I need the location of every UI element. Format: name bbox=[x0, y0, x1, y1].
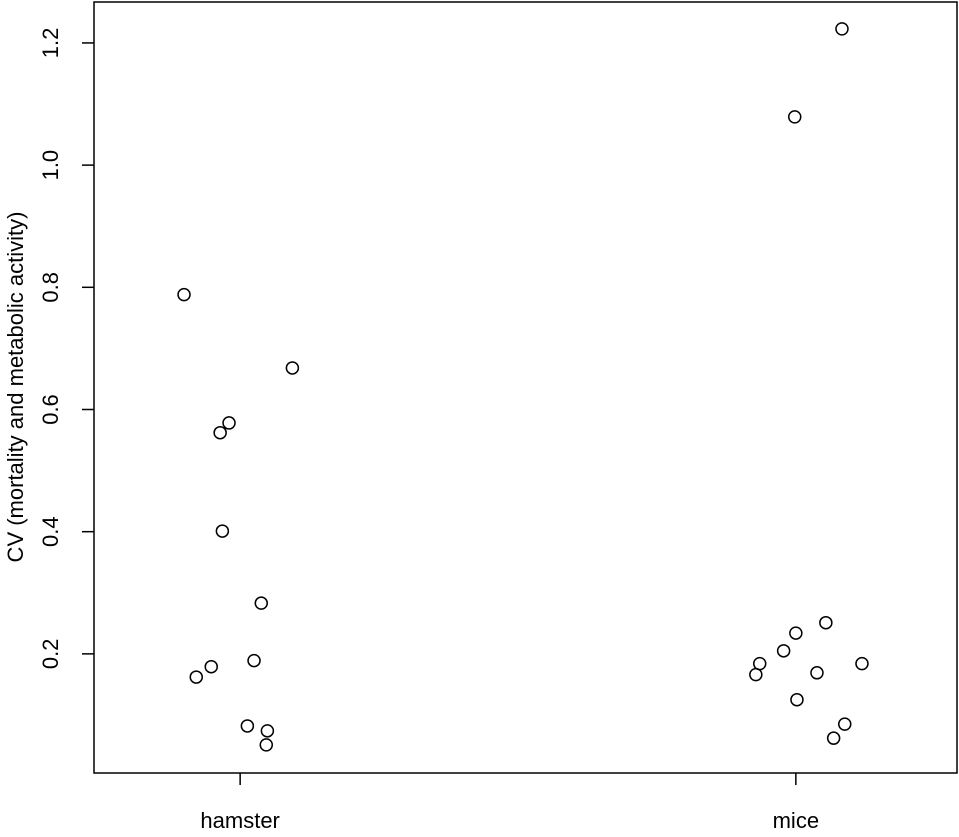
point bbox=[752, 656, 767, 671]
point bbox=[837, 717, 852, 731]
point bbox=[749, 667, 763, 682]
point bbox=[177, 287, 191, 302]
point bbox=[222, 416, 236, 430]
point bbox=[787, 110, 802, 124]
point bbox=[259, 738, 274, 752]
point bbox=[189, 670, 203, 684]
point bbox=[776, 644, 791, 658]
point bbox=[826, 731, 841, 745]
y-axis-label: CV (mortality and metabolic activity) bbox=[3, 212, 28, 563]
point bbox=[254, 596, 269, 610]
plot-box bbox=[93, 1, 958, 774]
y-tick-label: 0.8 bbox=[38, 272, 63, 303]
y-tick-label: 0.2 bbox=[38, 639, 63, 670]
point bbox=[213, 425, 227, 440]
point bbox=[855, 656, 869, 671]
point bbox=[835, 22, 849, 36]
y-tick-label: 1.0 bbox=[38, 150, 63, 181]
point bbox=[285, 361, 300, 375]
point bbox=[215, 524, 230, 538]
point bbox=[819, 615, 833, 630]
point bbox=[790, 692, 804, 707]
x-tick-label: mice bbox=[773, 808, 819, 833]
point bbox=[204, 659, 219, 674]
x-tick-label: hamster bbox=[200, 808, 279, 833]
y-tick-label: 0.6 bbox=[38, 394, 63, 425]
point bbox=[240, 719, 255, 733]
point bbox=[247, 653, 261, 668]
point bbox=[260, 724, 275, 738]
y-tick-label: 1.2 bbox=[38, 28, 63, 59]
point bbox=[810, 666, 824, 680]
y-tick-label: 0.4 bbox=[38, 516, 63, 547]
point bbox=[789, 626, 803, 640]
